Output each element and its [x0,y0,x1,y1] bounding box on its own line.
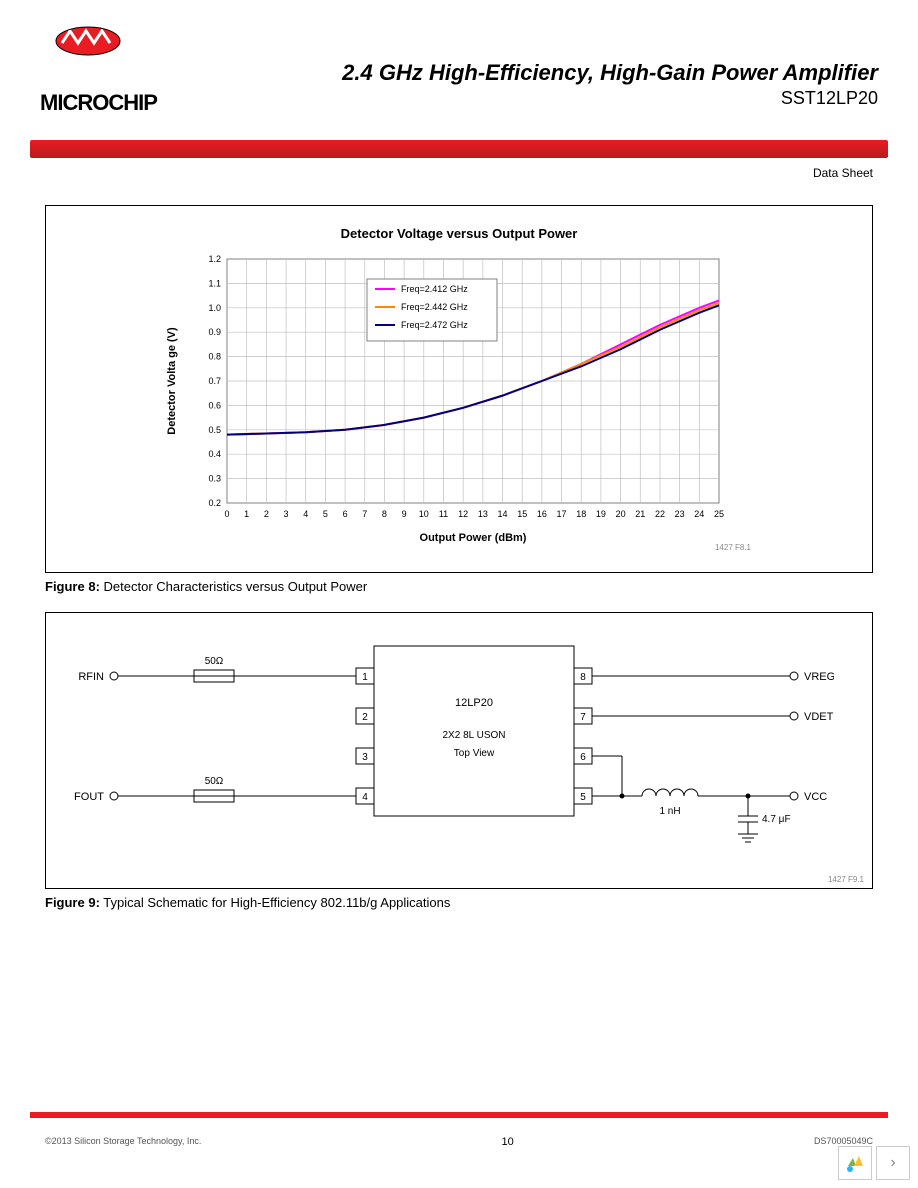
svg-text:4: 4 [362,792,368,803]
svg-text:Freq=2.472 GHz: Freq=2.472 GHz [401,320,468,330]
svg-text:0.3: 0.3 [208,474,221,484]
logo-text: MICROCHIP [40,90,190,116]
svg-text:3: 3 [284,509,289,519]
svg-text:12LP20: 12LP20 [455,697,493,709]
chart-container: Detector Voltage versus Output Power 012… [159,220,759,556]
svg-text:15: 15 [517,509,527,519]
svg-text:1 nH: 1 nH [659,806,680,817]
svg-text:2: 2 [264,509,269,519]
microchip-logo-icon [40,25,190,85]
page-number: 10 [502,1136,514,1148]
svg-text:10: 10 [419,509,429,519]
svg-text:2: 2 [362,712,368,723]
nav-logo-icon[interactable] [838,1146,872,1180]
svg-text:20: 20 [616,509,626,519]
svg-text:0.9: 0.9 [208,327,221,337]
page-header: MICROCHIP 2.4 GHz High-Efficiency, High-… [0,0,918,140]
figure-9-label: Figure 9: [45,895,100,910]
svg-text:7: 7 [362,509,367,519]
chart-title: Detector Voltage versus Output Power [159,220,759,251]
svg-text:3: 3 [362,752,368,763]
svg-text:1.2: 1.2 [208,254,221,264]
svg-text:VREG: VREG [804,671,834,683]
svg-text:5: 5 [323,509,328,519]
doc-type-label: Data Sheet [0,158,918,180]
svg-text:VDET: VDET [804,711,834,723]
footer: ©2013 Silicon Storage Technology, Inc. 1… [45,1136,873,1148]
svg-text:0.6: 0.6 [208,400,221,410]
svg-text:Output Power (dBm): Output Power (dBm) [420,532,527,544]
svg-text:Freq=2.412 GHz: Freq=2.412 GHz [401,284,468,294]
figure-8-box: Detector Voltage versus Output Power 012… [45,205,873,573]
svg-text:18: 18 [576,509,586,519]
header-red-band [30,140,888,158]
detector-chart: 0123456789101112131415161718192021222324… [159,251,739,551]
figure-9-text: Typical Schematic for High-Efficiency 80… [100,895,450,910]
svg-text:8: 8 [382,509,387,519]
svg-text:0.4: 0.4 [208,449,221,459]
figure-8-caption: Figure 8: Detector Characteristics versu… [45,579,873,594]
svg-text:14: 14 [498,509,508,519]
svg-text:Top View: Top View [454,748,495,759]
svg-text:9: 9 [402,509,407,519]
svg-text:2X2 8L USON: 2X2 8L USON [443,730,506,741]
svg-text:13: 13 [478,509,488,519]
svg-text:24: 24 [694,509,704,519]
svg-text:50Ω: 50Ω [205,656,224,667]
figure-9-box: 12LP20 2X2 8L USON Top View 1 8 2 7 3 6 4 5 50Ω RFIN… [45,612,873,889]
svg-text:0.8: 0.8 [208,352,221,362]
svg-text:0.7: 0.7 [208,376,221,386]
svg-text:23: 23 [675,509,685,519]
schematic-diagram: 12LP20 2X2 8L USON Top View 1 8 2 7 3 6 4 5 50Ω RFIN… [74,631,834,861]
copyright-text: ©2013 Silicon Storage Technology, Inc. [45,1136,201,1148]
svg-text:16: 16 [537,509,547,519]
svg-text:0: 0 [224,509,229,519]
nav-next-button[interactable]: › [876,1146,910,1180]
svg-text:RFOUT: RFOUT [74,791,104,803]
corner-nav: › [838,1146,910,1180]
svg-text:Detector Volta ge (V): Detector Volta ge (V) [166,327,178,435]
svg-text:1: 1 [362,672,368,683]
svg-text:VCC: VCC [804,791,827,803]
svg-text:21: 21 [635,509,645,519]
figure-8-text: Detector Characteristics versus Output P… [100,579,367,594]
svg-text:1.1: 1.1 [208,278,221,288]
svg-text:11: 11 [439,509,448,519]
svg-text:0.2: 0.2 [208,498,221,508]
figure-number-label: 1427 F9.1 [828,875,864,884]
svg-text:5: 5 [580,792,586,803]
svg-text:8: 8 [580,672,586,683]
svg-text:12: 12 [458,509,468,519]
svg-text:RFIN: RFIN [78,671,104,683]
svg-text:22: 22 [655,509,665,519]
svg-text:50Ω: 50Ω [205,776,224,787]
figure-8-label: Figure 8: [45,579,100,594]
logo: MICROCHIP [40,25,190,116]
svg-text:7: 7 [580,712,586,723]
svg-text:25: 25 [714,509,724,519]
svg-text:1: 1 [244,509,249,519]
svg-text:4.7 μF: 4.7 μF [762,814,791,825]
figure-number-label: 1427 F8.1 [715,543,751,552]
page-content: Detector Voltage versus Output Power 012… [0,180,918,910]
svg-text:6: 6 [343,509,348,519]
figure-9-caption: Figure 9: Typical Schematic for High-Eff… [45,895,873,910]
svg-text:17: 17 [557,509,567,519]
svg-text:6: 6 [580,752,586,763]
svg-text:19: 19 [596,509,606,519]
svg-text:0.5: 0.5 [208,425,221,435]
svg-text:Freq=2.442 GHz: Freq=2.442 GHz [401,302,468,312]
svg-text:4: 4 [303,509,308,519]
svg-text:1.0: 1.0 [208,303,221,313]
footer-red-band [30,1112,888,1118]
